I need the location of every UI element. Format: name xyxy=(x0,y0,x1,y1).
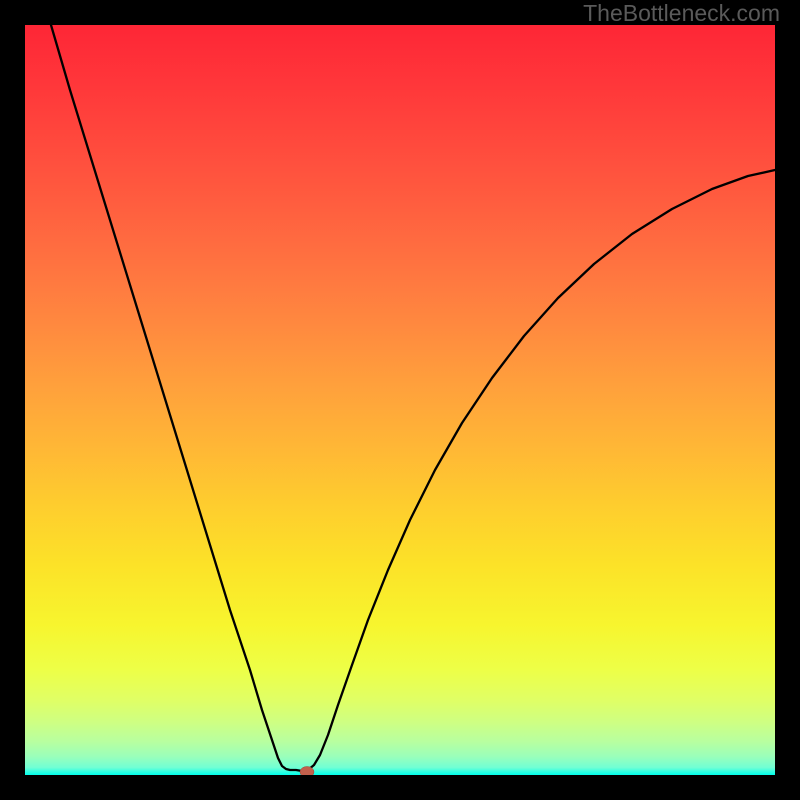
bottleneck-curve xyxy=(0,0,800,800)
chart-canvas: TheBottleneck.com xyxy=(0,0,800,800)
curve-polyline xyxy=(51,25,775,771)
watermark-label: TheBottleneck.com xyxy=(583,0,780,27)
focus-marker xyxy=(300,767,314,778)
